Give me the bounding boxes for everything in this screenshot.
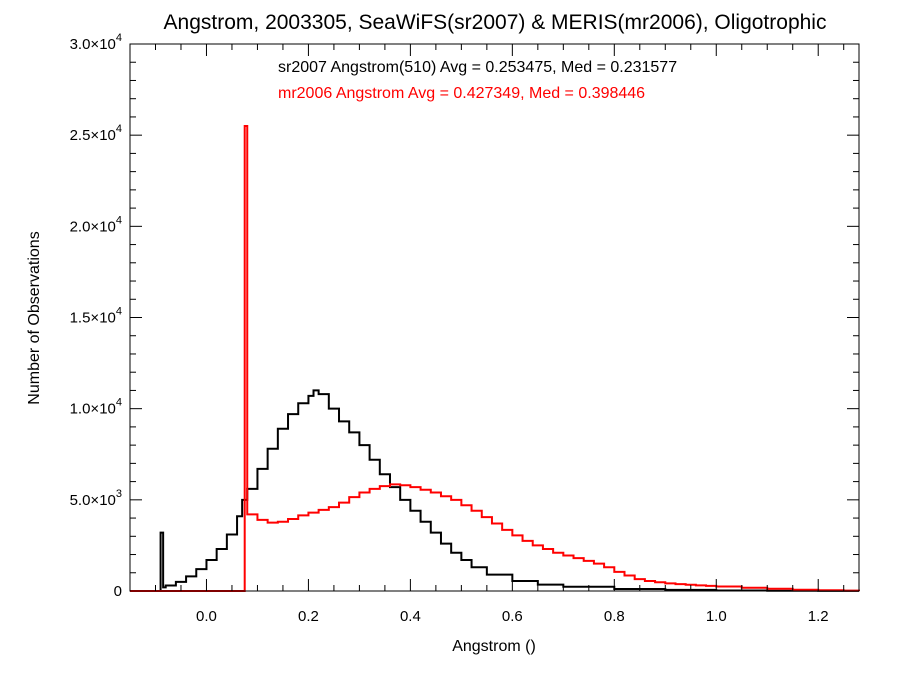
legend-entry-sr2007: sr2007 Angstrom(510) Avg = 0.253475, Med… [278, 59, 677, 76]
series-mr2006-line [130, 125, 860, 592]
y-tick-label: 1.5×104 [70, 306, 122, 327]
x-axis-label: Angstrom () [452, 638, 536, 655]
y-tick-label: 1.0×104 [70, 397, 122, 418]
axes: 0.0 0.2 0.4 0.6 0.8 1.0 1.2 0 5.0×103 1.0×104 1.5×… [70, 32, 859, 625]
x-tick-label: 0.8 [604, 608, 625, 625]
x-tick-label: 0.6 [502, 608, 523, 625]
x-tick-label: 0.2 [298, 608, 319, 625]
y-tick-label: 2.0×104 [70, 214, 122, 235]
x-tick-label: 0.4 [400, 608, 421, 625]
plot-frame [129, 43, 860, 592]
series-sr2007-line [130, 389, 860, 592]
x-tick-label: 1.0 [706, 608, 727, 625]
x-tick-label: 1.2 [808, 608, 829, 625]
y-axis-label: Number of Observations [26, 231, 43, 404]
y-tick-label: 5.0×103 [70, 488, 122, 509]
y-tick-label: 3.0×104 [70, 32, 122, 53]
legend-entry-mr2006: mr2006 Angstrom Avg = 0.427349, Med = 0.… [278, 85, 645, 102]
y-tick-label: 2.5×104 [70, 123, 122, 144]
x-tick-label: 0.0 [196, 608, 217, 625]
y-tick-label: 0 [114, 583, 122, 600]
plot-area [130, 125, 860, 592]
chart-title: Angstrom, 2003305, SeaWiFS(sr2007) & MER… [164, 11, 827, 34]
